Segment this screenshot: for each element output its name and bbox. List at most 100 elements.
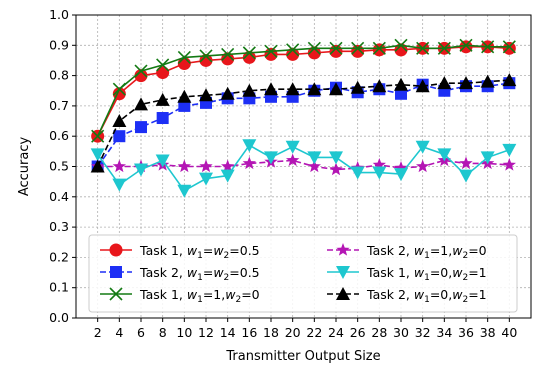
data-point: [177, 159, 191, 173]
data-point: [394, 38, 408, 52]
y-tick-label: 0.9: [49, 37, 69, 52]
data-point: [307, 151, 322, 165]
data-point: [135, 121, 147, 134]
data-point: [351, 44, 365, 58]
series-line: [96, 44, 510, 137]
x-marker-stroke: [112, 82, 126, 96]
legend-label: Task 2, w1=0,w2=1: [366, 287, 487, 305]
data-point: [480, 74, 495, 88]
y-tick-label: 0.7: [49, 98, 69, 113]
data-point: [502, 41, 516, 55]
y-tick-label: 0.4: [49, 189, 69, 204]
legend-label: Task 1, w1=1,w2=0: [139, 287, 260, 305]
x-marker-stroke: [307, 41, 321, 55]
data-point: [350, 166, 365, 180]
data-point: [372, 79, 387, 93]
data-point: [502, 40, 516, 54]
data-point: [394, 168, 408, 182]
data-point: [264, 44, 278, 58]
x-tick-label: 18: [263, 325, 279, 340]
x-marker-stroke: [481, 40, 495, 54]
x-marker-stroke: [502, 40, 516, 54]
data-point: [90, 159, 105, 173]
x-marker-stroke: [264, 44, 278, 58]
x-marker-stroke: [134, 64, 148, 78]
legend-marker: [336, 266, 350, 279]
y-tick-label: 0.0: [49, 310, 69, 325]
data-point: [199, 159, 213, 173]
data-point: [372, 157, 386, 171]
data-point: [286, 43, 300, 57]
data-point: [264, 47, 278, 61]
x-tick-label: 8: [159, 325, 167, 340]
data-point: [350, 80, 365, 94]
y-tick-label: 0.6: [49, 128, 69, 143]
series-5: [90, 139, 517, 198]
data-point: [416, 41, 430, 55]
x-tick-label: 20: [285, 325, 301, 340]
data-point: [242, 83, 257, 97]
data-point: [242, 46, 256, 60]
data-point: [502, 143, 517, 157]
data-point: [329, 41, 343, 55]
x-marker-stroke: [416, 41, 430, 55]
data-point: [242, 50, 256, 64]
x-tick-label: 38: [480, 325, 496, 340]
data-point: [415, 79, 430, 93]
data-point: [286, 153, 300, 167]
x-tick-label: 32: [415, 325, 431, 340]
data-point: [459, 76, 473, 90]
data-point: [307, 159, 321, 173]
legend-marker: [110, 266, 122, 278]
x-marker-stroke: [199, 49, 213, 63]
data-point: [199, 172, 213, 186]
data-point: [286, 47, 300, 61]
data-point: [502, 157, 516, 171]
data-point: [437, 148, 452, 162]
y-tick-label: 0.1: [49, 280, 69, 295]
data-point: [199, 53, 213, 67]
data-point: [459, 156, 473, 170]
legend-marker: [109, 243, 123, 257]
data-point: [394, 43, 408, 57]
data-point: [372, 41, 386, 55]
data-point: [113, 130, 126, 143]
data-point: [177, 184, 192, 198]
data-point: [329, 162, 343, 176]
y-tick-label: 1.0: [49, 7, 69, 22]
y-axis-label: Accuracy: [17, 137, 32, 197]
x-tick-label: 14: [220, 325, 236, 340]
data-point: [90, 148, 105, 162]
data-point: [394, 161, 408, 174]
legend-marker: [336, 243, 350, 256]
data-point: [459, 38, 473, 52]
x-tick-label: 10: [176, 325, 192, 340]
x-tick-label: 34: [436, 325, 452, 340]
legend-label: Task 1, w1=w2=0.5: [139, 243, 260, 261]
x-tick-label: 2: [94, 325, 102, 340]
data-point: [480, 151, 495, 165]
data-point: [134, 163, 148, 177]
x-marker-stroke: [351, 41, 365, 55]
data-point: [155, 92, 170, 106]
x-tick-label: 16: [241, 325, 257, 340]
x-tick-label: 12: [198, 325, 214, 340]
data-point: [394, 77, 408, 91]
x-tick-label: 36: [458, 325, 474, 340]
y-tick-label: 0.5: [49, 159, 69, 174]
data-point: [415, 140, 430, 154]
axes-frame: [75, 14, 532, 319]
x-marker-stroke: [156, 58, 170, 72]
legend-marker: [109, 287, 123, 301]
x-tick-label: 30: [393, 325, 409, 340]
data-point: [307, 46, 321, 60]
data-point: [372, 166, 387, 180]
x-marker-stroke: [221, 47, 235, 61]
data-point: [221, 52, 235, 66]
data-point: [221, 159, 235, 173]
data-point: [177, 89, 192, 103]
data-point: [221, 47, 235, 61]
data-point: [134, 64, 148, 78]
data-point: [156, 112, 169, 125]
